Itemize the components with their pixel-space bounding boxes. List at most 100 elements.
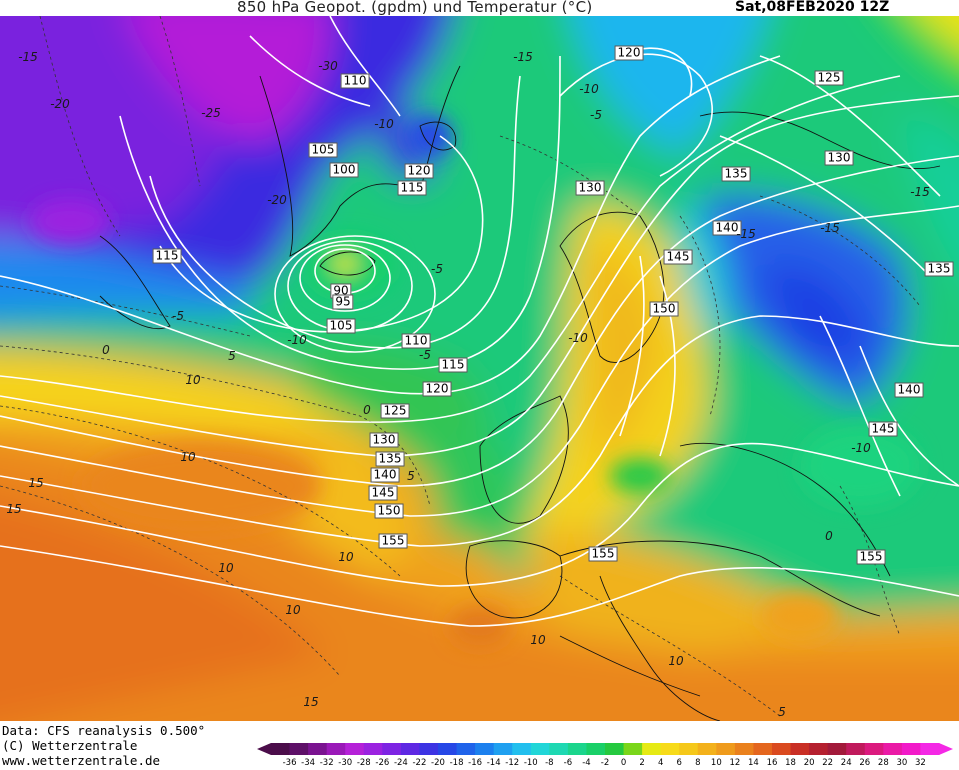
copyright-text: (C) Wetterzentrale bbox=[2, 738, 138, 753]
legend-tick-label: -14 bbox=[487, 758, 501, 767]
legend-swatch bbox=[772, 743, 792, 755]
legend-swatch bbox=[382, 743, 402, 755]
temperature-label: 15 bbox=[28, 476, 44, 490]
temperature-color-legend: -36 -34 -32 -30 -28 -26 -24 -22 -20 -18 -16 -14 -12-… bbox=[257, 743, 953, 767]
temperature-label: 10 bbox=[185, 373, 201, 387]
temperature-label: -15 bbox=[910, 185, 930, 199]
height-label: 150 bbox=[374, 503, 404, 519]
legend-swatch bbox=[623, 743, 643, 755]
legend-swatch bbox=[567, 743, 587, 755]
height-label: 120 bbox=[404, 163, 434, 179]
legend-tick-label: -34 bbox=[301, 758, 315, 767]
height-label: 145 bbox=[368, 485, 398, 501]
height-label: 150 bbox=[649, 301, 679, 317]
height-label: 130 bbox=[824, 150, 854, 166]
isotherms bbox=[0, 16, 921, 717]
legend-swatch bbox=[512, 743, 532, 755]
legend-swatch bbox=[864, 743, 884, 755]
height-label: 130 bbox=[575, 180, 605, 196]
temperature-shading-detail bbox=[30, 116, 920, 646]
legend-tick-label: -22 bbox=[412, 758, 426, 767]
legend-tick-label: 20 bbox=[804, 758, 815, 767]
legend-swatch bbox=[326, 743, 346, 755]
legend-swatch bbox=[345, 743, 365, 755]
legend-swatch bbox=[419, 743, 439, 755]
legend-tick-label: -20 bbox=[431, 758, 445, 767]
legend-tick-label: 0 bbox=[621, 758, 626, 767]
legend-swatch bbox=[642, 743, 662, 755]
temperature-label: 10 bbox=[218, 561, 234, 575]
temperature-label: 0 bbox=[363, 403, 371, 417]
height-label: 130 bbox=[369, 432, 399, 448]
height-label: 105 bbox=[326, 318, 356, 334]
weather-map bbox=[0, 16, 959, 721]
legend-tick-label: 4 bbox=[658, 758, 663, 767]
temperature-label: -10 bbox=[851, 441, 871, 455]
legend-tick-label: -28 bbox=[357, 758, 371, 767]
legend-swatch bbox=[530, 743, 550, 755]
legend-tick-label: 18 bbox=[785, 758, 796, 767]
legend-tick-label: -12 bbox=[505, 758, 519, 767]
temperature-label: 10 bbox=[285, 603, 301, 617]
legend-swatch bbox=[753, 743, 773, 755]
temperature-label: 10 bbox=[668, 654, 684, 668]
height-label: 135 bbox=[721, 166, 751, 182]
legend-tick-label: -24 bbox=[394, 758, 408, 767]
temperature-label: -5 bbox=[172, 309, 184, 323]
temperature-label: 5 bbox=[228, 349, 236, 363]
legend-swatch bbox=[549, 743, 569, 755]
legend-swatch bbox=[827, 743, 847, 755]
legend-swatch bbox=[883, 743, 903, 755]
temperature-label: 10 bbox=[338, 550, 354, 564]
height-label: 120 bbox=[422, 381, 452, 397]
height-label: 145 bbox=[663, 249, 693, 265]
legend-tick-label: -10 bbox=[524, 758, 538, 767]
legend-tick-label: 12 bbox=[729, 758, 740, 767]
height-label: 120 bbox=[614, 45, 644, 61]
legend-swatch bbox=[790, 743, 810, 755]
coastlines bbox=[99, 65, 941, 721]
legend-tick-label: 26 bbox=[859, 758, 870, 767]
temperature-label: -20 bbox=[50, 97, 70, 111]
legend-tick-label: 14 bbox=[748, 758, 759, 767]
temperature-label: -5 bbox=[419, 348, 431, 362]
legend-swatch bbox=[400, 743, 420, 755]
legend-tick-label: 8 bbox=[695, 758, 700, 767]
temperature-label: -15 bbox=[18, 50, 38, 64]
height-label: 140 bbox=[894, 382, 924, 398]
legend-swatch bbox=[493, 743, 513, 755]
height-label: 95 bbox=[332, 294, 354, 310]
legend-swatch bbox=[734, 743, 754, 755]
website-text: www.wetterzentrale.de bbox=[2, 753, 161, 768]
legend-swatch bbox=[456, 743, 476, 755]
legend-swatch bbox=[901, 743, 921, 755]
height-label: 100 bbox=[329, 162, 359, 178]
temperature-label: 0 bbox=[102, 343, 110, 357]
height-label: 110 bbox=[340, 73, 370, 89]
legend-tick-label: 24 bbox=[841, 758, 852, 767]
legend-swatch bbox=[475, 743, 495, 755]
temperature-label: 15 bbox=[303, 695, 319, 709]
legend-tick-label: -30 bbox=[338, 758, 352, 767]
legend-tick-label: 28 bbox=[878, 758, 889, 767]
legend-tick-label: -6 bbox=[564, 758, 572, 767]
height-label: 105 bbox=[308, 142, 338, 158]
height-label: 140 bbox=[712, 220, 742, 236]
temperature-label: -30 bbox=[318, 59, 338, 73]
legend-swatch bbox=[809, 743, 829, 755]
legend-tick-label: 32 bbox=[915, 758, 926, 767]
height-label: 155 bbox=[856, 549, 886, 565]
legend-swatch bbox=[920, 743, 940, 755]
temperature-label: -20 bbox=[267, 193, 287, 207]
legend-swatch bbox=[605, 743, 625, 755]
height-label: 135 bbox=[375, 451, 405, 467]
legend-tick-label: -32 bbox=[320, 758, 334, 767]
temperature-label: 10 bbox=[530, 633, 546, 647]
legend-swatch bbox=[271, 743, 291, 755]
temperature-label: -10 bbox=[568, 331, 588, 345]
height-label: 125 bbox=[380, 403, 410, 419]
legend-swatch bbox=[846, 743, 866, 755]
temperature-label: 15 bbox=[6, 502, 22, 516]
legend-tick-label: 10 bbox=[711, 758, 722, 767]
map-date: Sat,08FEB2020 12Z bbox=[735, 0, 890, 15]
